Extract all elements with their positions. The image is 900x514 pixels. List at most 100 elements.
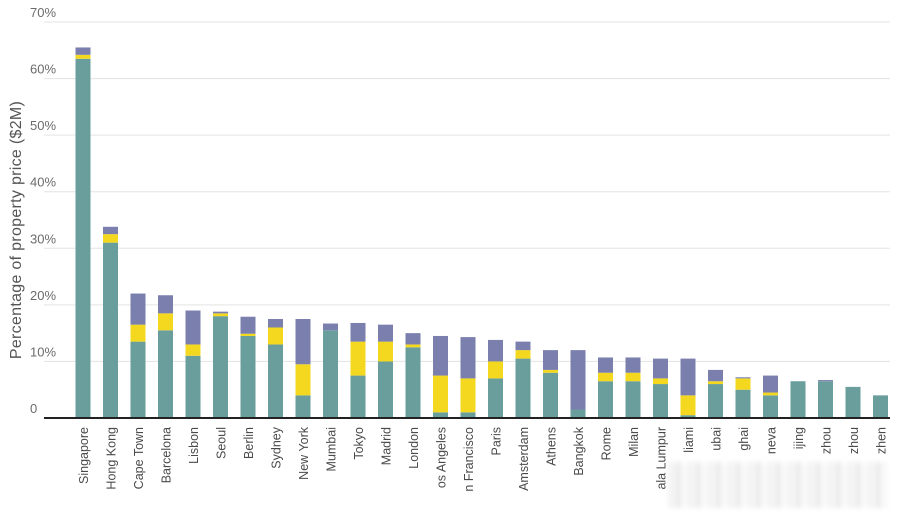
bar-segment-3 xyxy=(268,319,283,328)
bar-segment-2 xyxy=(350,341,366,376)
bar-segment-3 xyxy=(350,322,366,342)
bar-segment-3 xyxy=(103,226,118,235)
bar-segment-3 xyxy=(735,377,751,379)
bar-segment-1 xyxy=(323,330,338,418)
bar-segment-1 xyxy=(213,316,228,418)
bar-segment-3 xyxy=(185,310,201,345)
x-category-label: Berlin xyxy=(242,427,256,459)
bar-segment-2 xyxy=(378,341,393,362)
x-category-label: London xyxy=(407,427,421,469)
x-category-label: zhou xyxy=(847,427,861,454)
bar-segment-2 xyxy=(433,375,448,413)
bar-segment-3 xyxy=(460,337,476,379)
y-tick-label: 40% xyxy=(30,175,56,190)
bar-segment-1 xyxy=(488,378,503,418)
bar-segment-3 xyxy=(625,357,641,373)
y-tick-label: 20% xyxy=(30,288,56,303)
x-category-label: New York xyxy=(297,426,311,480)
bar-segment-3 xyxy=(240,316,256,334)
bar-segment-1 xyxy=(295,395,311,418)
y-tick-label: 10% xyxy=(30,344,56,359)
x-category-label: ubai xyxy=(710,427,724,451)
x-category-label: Athens xyxy=(545,427,559,466)
bar-segment-2 xyxy=(295,364,311,396)
bar-segment-1 xyxy=(350,375,366,418)
bar-segment-3 xyxy=(818,380,833,382)
bar-segment-1 xyxy=(845,386,861,418)
x-category-label: Milan xyxy=(627,427,641,457)
y-axis-title: Percentage of property price ($2M) xyxy=(8,101,25,359)
x-category-label: os Angeles xyxy=(435,427,449,488)
bars xyxy=(75,47,888,419)
x-category-label: Tokyo xyxy=(352,427,366,460)
x-category-label: Seoul xyxy=(215,427,229,459)
bar-segment-3 xyxy=(515,341,531,351)
bar-segment-1 xyxy=(818,381,833,418)
bar-segment-2 xyxy=(213,313,228,317)
bar-segment-3 xyxy=(323,323,338,331)
bar-segment-2 xyxy=(75,54,91,59)
bar-segment-3 xyxy=(598,357,613,373)
bar-segment-2 xyxy=(405,344,421,348)
bar-segment-2 xyxy=(460,378,476,413)
bar-segment-1 xyxy=(598,381,613,418)
bar-segment-2 xyxy=(240,333,256,336)
bar-segment-2 xyxy=(488,361,503,379)
x-category-label: Amsterdam xyxy=(517,427,531,491)
x-category-label: Cape Town xyxy=(132,427,146,489)
x-category-label: Mumbai xyxy=(325,427,339,471)
y-tick-label: 50% xyxy=(30,118,56,133)
bar-segment-2 xyxy=(598,372,613,382)
bar-segment-2 xyxy=(680,395,696,416)
bar-segment-2 xyxy=(268,327,283,345)
x-category-label: Sydney xyxy=(270,426,284,468)
bar-segment-2 xyxy=(158,313,173,331)
bar-segment-3 xyxy=(75,47,91,55)
bar-segment-3 xyxy=(378,324,393,342)
x-category-label: Paris xyxy=(490,427,504,455)
y-tick-label: 30% xyxy=(30,231,56,246)
bar-segment-2 xyxy=(735,378,751,390)
bar-segment-1 xyxy=(378,361,393,418)
x-category-label: Barcelona xyxy=(160,427,174,483)
bar-segment-3 xyxy=(488,339,503,362)
bar-segment-1 xyxy=(460,412,476,418)
x-category-label: Hong Kong xyxy=(105,427,119,490)
bar-segment-1 xyxy=(75,58,91,419)
bar-segment-1 xyxy=(653,384,668,418)
x-category-label: Rome xyxy=(600,427,614,460)
bar-segment-3 xyxy=(295,319,311,365)
bar-segment-3 xyxy=(213,311,228,314)
bar-segment-1 xyxy=(680,415,696,418)
y-tick-label: 60% xyxy=(30,62,56,77)
bar-segment-2 xyxy=(763,392,778,396)
bar-segment-3 xyxy=(708,369,723,382)
x-category-label: n Francisco xyxy=(462,427,476,492)
y-axis-tick-labels: 0 10% 20% 30% 40% 50% 60% 70% xyxy=(30,5,56,416)
bar-segment-1 xyxy=(185,355,201,418)
bar-segment-3 xyxy=(405,333,421,345)
bar-segment-1 xyxy=(708,384,723,418)
bar-segment-2 xyxy=(515,350,531,359)
x-category-label: zhen xyxy=(875,427,889,454)
bar-segment-1 xyxy=(570,409,586,418)
bar-segment-2 xyxy=(543,369,558,373)
bar-segment-1 xyxy=(873,395,888,418)
bar-segment-1 xyxy=(103,242,118,418)
x-category-label: zhou xyxy=(820,427,834,454)
x-category-label: Madrid xyxy=(380,427,394,465)
bar-segment-1 xyxy=(625,381,641,418)
bar-segment-1 xyxy=(405,347,421,418)
bar-segment-1 xyxy=(543,372,558,418)
blurred-watermark xyxy=(668,462,888,508)
bar-segment-3 xyxy=(130,293,146,325)
bar-segment-3 xyxy=(763,375,778,393)
bar-segment-2 xyxy=(185,344,201,356)
x-category-label: ala Lumpur xyxy=(655,427,669,490)
bar-segment-1 xyxy=(790,381,806,418)
x-axis-category-labels: Singapore Hong Kong Cape Town Barcelona Lisb… xyxy=(77,426,889,491)
bar-segment-2 xyxy=(103,234,118,243)
bar-segment-1 xyxy=(515,358,531,418)
bar-segment-3 xyxy=(543,350,558,370)
